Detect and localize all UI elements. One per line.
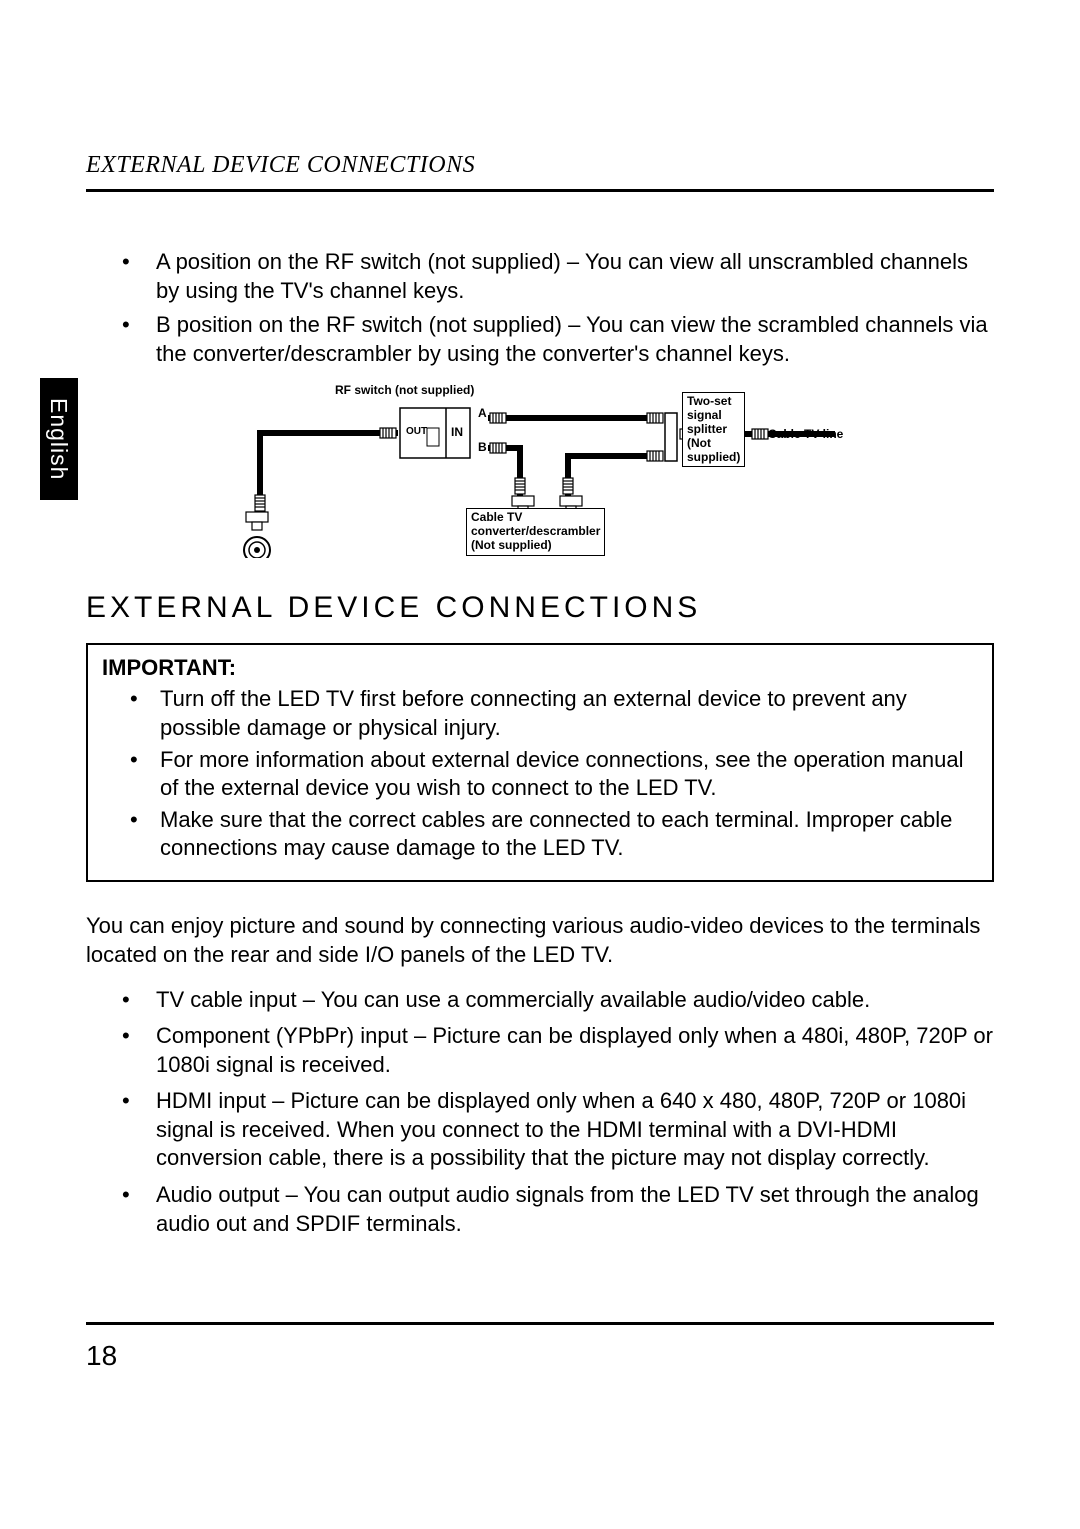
list-item: Component (YPbPr) input – Picture can be… [122,1022,994,1079]
diagram-label-cableline: Cable TV line [768,428,843,442]
important-list: Turn off the LED TV first before connect… [102,685,978,862]
diagram-label-converter: Cable TV converter/descrambler (Not supp… [466,508,605,555]
list-item: Make sure that the correct cables are co… [130,806,978,862]
list-item: Turn off the LED TV first before connect… [130,685,978,741]
diagram-label-a: A [478,407,487,421]
rf-switch-bullets: A position on the RF switch (not supplie… [86,248,994,368]
diagram-label-out: OUT [406,426,427,438]
list-item: For more information about external devi… [130,746,978,802]
language-tab: English [40,378,78,500]
diagram-label-in: IN [451,426,463,440]
section-heading: EXTERNAL DEVICE CONNECTIONS [86,591,994,625]
important-label: IMPORTANT: [102,655,978,681]
header-rule [86,189,994,192]
running-header: EXTERNAL DEVICE CONNECTIONS [86,152,994,179]
intro-paragraph: You can enjoy picture and sound by conne… [86,912,994,969]
important-box: IMPORTANT: Turn off the LED TV first bef… [86,643,994,882]
diagram-label-rf: RF switch (not supplied) [335,384,474,398]
diagram-label-splitter: Two-set signal splitter (Not supplied) [682,392,745,467]
list-item: B position on the RF switch (not supplie… [122,311,994,368]
page-number: 18 [86,1340,117,1372]
list-item: TV cable input – You can use a commercia… [122,986,994,1015]
connections-list: TV cable input – You can use a commercia… [86,986,994,1239]
list-item: A position on the RF switch (not supplie… [122,248,994,305]
page-content: EXTERNAL DEVICE CONNECTIONS A position o… [86,152,994,1246]
footer-rule [86,1322,994,1325]
wiring-diagram: RF switch (not supplied) OUT IN A B Two-… [220,378,860,563]
list-item: Audio output – You can output audio sign… [122,1181,994,1238]
list-item: HDMI input – Picture can be displayed on… [122,1087,994,1173]
diagram-label-b: B [478,441,487,455]
